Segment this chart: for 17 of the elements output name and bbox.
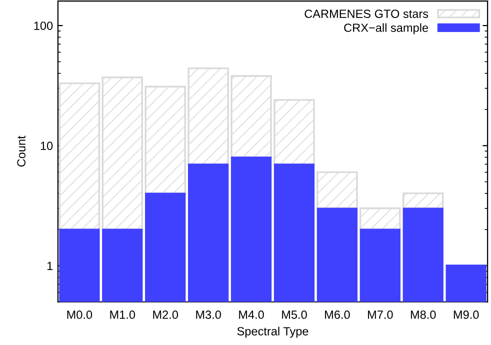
- x-axis-title: Spectral Type: [237, 326, 308, 338]
- x-tick-label: M3.0: [196, 310, 221, 319]
- y-tick-label: 10: [40, 142, 53, 150]
- x-tick-label: M0.0: [67, 310, 92, 319]
- legend-label: CARMENES GTO stars: [304, 10, 428, 18]
- y-axis-title: Count: [17, 136, 26, 167]
- x-tick-label: M9.0: [454, 310, 479, 319]
- x-tick-label: M1.0: [110, 310, 136, 319]
- x-tick-label: M8.0: [410, 310, 436, 319]
- y-tick-label: 1: [47, 262, 52, 270]
- x-tick-label: M4.0: [239, 310, 264, 319]
- x-tick-label: M5.0: [282, 310, 307, 319]
- x-tick-label: M7.0: [368, 310, 393, 319]
- legend-label: CRX−all sample: [344, 23, 428, 34]
- y-tick-label: 100: [34, 22, 53, 30]
- x-tick-label: M6.0: [325, 310, 350, 319]
- x-tick-label: M2.0: [153, 310, 178, 319]
